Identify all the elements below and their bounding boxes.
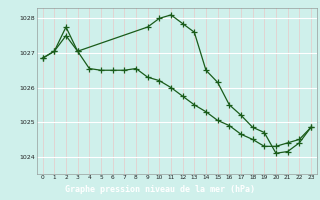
Text: Graphe pression niveau de la mer (hPa): Graphe pression niveau de la mer (hPa) <box>65 185 255 194</box>
